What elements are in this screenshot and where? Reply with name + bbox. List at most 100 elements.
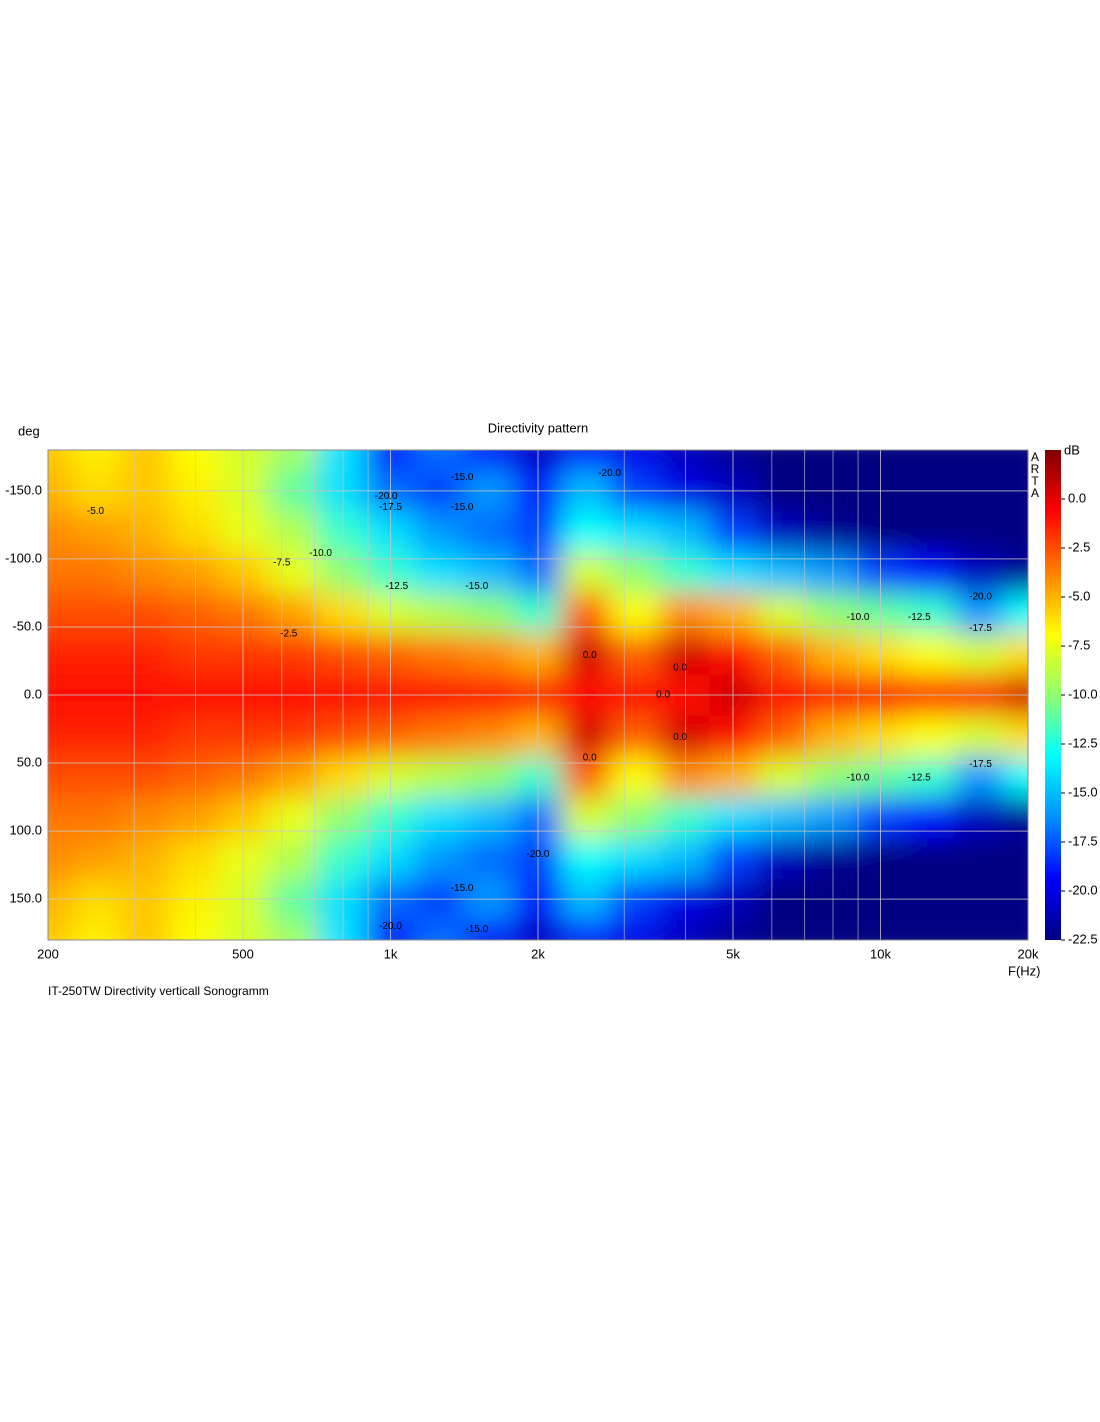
contour-label: -17.5 xyxy=(379,502,402,513)
heat-cell xyxy=(709,450,759,471)
heat-cell xyxy=(317,797,368,839)
heat-cell xyxy=(170,592,220,635)
heat-cell xyxy=(464,919,515,940)
heat-cell xyxy=(317,592,368,635)
heat-cell xyxy=(807,511,858,553)
x-tick-label: 200 xyxy=(37,946,59,961)
heat-cell xyxy=(219,837,269,880)
heat-cell xyxy=(904,919,955,940)
contour-label: -10.0 xyxy=(847,612,870,623)
heat-cell xyxy=(807,919,858,940)
heat-cell xyxy=(267,511,319,553)
contour-label: 0.0 xyxy=(583,650,597,661)
heat-cell xyxy=(317,450,368,471)
heat-cell xyxy=(71,919,121,940)
heat-cell xyxy=(170,756,220,798)
heat-cell xyxy=(317,715,368,757)
heat-cell xyxy=(464,592,515,635)
contour-label: -7.5 xyxy=(273,558,291,569)
heat-cell xyxy=(954,919,1005,940)
heat-cell xyxy=(1004,511,1028,553)
y-tick-label: 50.0 xyxy=(17,754,42,769)
heat-cell xyxy=(317,511,368,553)
contour-label: -17.5 xyxy=(969,759,992,770)
heat-cell xyxy=(414,633,465,676)
heat-cell xyxy=(1004,552,1028,594)
contour-label: -2.5 xyxy=(280,628,298,639)
contour-label: -12.5 xyxy=(908,612,931,623)
heat-cell xyxy=(464,837,515,880)
footer: IT-250TW Directivity verticall Sonogramm xyxy=(48,984,269,998)
heat-cell xyxy=(414,919,465,940)
contour-label: 0.0 xyxy=(656,690,670,701)
heat-cell xyxy=(561,633,611,676)
heat-cell xyxy=(267,633,319,676)
heat-cell xyxy=(170,450,220,471)
heat-cell xyxy=(71,756,121,798)
contour-label: -10.0 xyxy=(309,548,332,559)
heat-cell xyxy=(170,919,220,940)
heat-cell xyxy=(757,715,809,757)
x-tick-label: 5k xyxy=(726,946,740,961)
heat-cell xyxy=(267,450,319,471)
heat-cell xyxy=(807,837,858,880)
colorbar-tick-label: -2.5 xyxy=(1068,539,1090,554)
heat-cell xyxy=(267,756,319,798)
contour-label: -5.0 xyxy=(87,506,105,517)
heat-cell xyxy=(561,715,611,757)
heat-cell xyxy=(267,919,319,940)
heat-cell xyxy=(904,552,955,594)
heat-cell xyxy=(904,633,955,676)
heat-cell xyxy=(954,450,1005,471)
heat-cell xyxy=(48,511,73,553)
plot-frame xyxy=(47,449,1029,941)
heat-cell xyxy=(757,756,809,798)
heat-cell xyxy=(1004,797,1028,839)
heat-cell xyxy=(71,797,121,839)
heat-cell xyxy=(709,837,759,880)
y-tick-label: 100.0 xyxy=(9,823,42,838)
heat-cell xyxy=(1004,756,1028,798)
heat-cell xyxy=(71,450,121,471)
heat-cell xyxy=(48,715,73,757)
colorbar-tick-label: 0.0 xyxy=(1068,490,1086,505)
heat-cell xyxy=(807,715,858,757)
heat-cell xyxy=(414,450,465,471)
heat-cell xyxy=(170,837,220,880)
heat-cell xyxy=(1004,715,1028,757)
heat-cell xyxy=(561,592,611,635)
heat-cell xyxy=(414,756,465,798)
y-tick-label: -100.0 xyxy=(5,550,42,565)
heat-cell xyxy=(954,797,1005,839)
heat-cell xyxy=(120,715,171,757)
heat-cell xyxy=(1004,633,1028,676)
heat-cell xyxy=(71,837,121,880)
contour-label: -12.5 xyxy=(908,773,931,784)
heat-cell xyxy=(267,837,319,880)
heat-cell xyxy=(610,797,661,839)
colorbar-tick-label: -7.5 xyxy=(1068,637,1090,652)
heat-cell xyxy=(709,592,759,635)
watermark: ARTA xyxy=(1028,450,1042,498)
heat-cell xyxy=(317,633,368,676)
heat-cell xyxy=(219,633,269,676)
heat-cell xyxy=(610,633,661,676)
x-tick-label: 500 xyxy=(232,946,254,961)
colorbar-tick-label: -20.0 xyxy=(1068,882,1098,897)
heat-cell xyxy=(120,756,171,798)
heat-cell xyxy=(660,797,710,839)
heat-cell xyxy=(660,592,710,635)
heat-cell xyxy=(807,552,858,594)
heat-cell xyxy=(48,633,73,676)
heat-cell xyxy=(219,756,269,798)
heat-cell xyxy=(660,633,710,676)
heat-cell xyxy=(904,797,955,839)
contour-label: 0.0 xyxy=(673,732,687,743)
heat-cell xyxy=(660,552,710,594)
heat-cell xyxy=(414,837,465,880)
colorbar-tick-label: -22.5 xyxy=(1068,931,1098,946)
contour-label: -20.0 xyxy=(375,491,398,502)
heat-cell xyxy=(48,919,73,940)
contour-label: 0.0 xyxy=(583,752,597,763)
